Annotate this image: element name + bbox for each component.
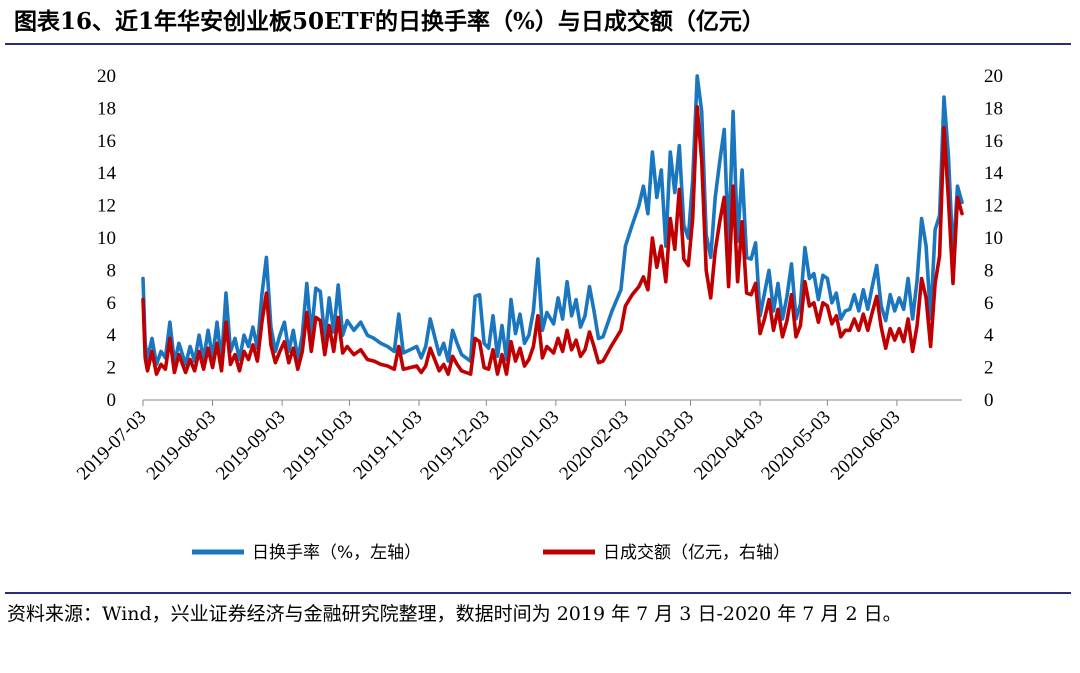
y-right-tick-label: 8 bbox=[984, 260, 994, 281]
y-left-tick-label: 8 bbox=[107, 260, 117, 281]
y-left-tick-label: 16 bbox=[97, 131, 116, 152]
x-tick-label: 2019-08-03 bbox=[143, 407, 221, 485]
y-left-tick-label: 10 bbox=[97, 228, 116, 249]
y-right-tick-label: 0 bbox=[984, 390, 994, 411]
y-right-tick-label: 18 bbox=[984, 98, 1003, 119]
x-tick-label: 2019-12-03 bbox=[416, 407, 494, 485]
x-tick-label: 2019-09-03 bbox=[212, 407, 290, 485]
chart-legend: 日换手率（%，左轴） 日成交额（亿元，右轴） bbox=[192, 543, 790, 563]
x-tick-label: 2020-06-03 bbox=[827, 407, 905, 485]
dual-axis-line-chart: 0 2 4 6 8 10 12 14 16 18 20 0 2 4 6 8 10 12 14 16 18 20 2019-0… bbox=[73, 66, 1004, 563]
series-line-amount bbox=[141, 104, 964, 376]
source-note: 资料来源：Wind，兴业证券经济与金融研究院整理，数据时间为 2019 年 7 … bbox=[7, 603, 902, 625]
y-right-tick-label: 10 bbox=[984, 228, 1003, 249]
x-tick-label: 2020-05-03 bbox=[757, 407, 835, 485]
y-right-tick-label: 16 bbox=[984, 131, 1003, 152]
y-right-tick-label: 6 bbox=[984, 293, 994, 314]
y-right-tick-label: 4 bbox=[984, 325, 994, 346]
footer-rule bbox=[5, 592, 1071, 594]
y-left-tick-label: 18 bbox=[97, 98, 116, 119]
y-left-tick-label: 12 bbox=[97, 196, 116, 217]
title-rule bbox=[5, 43, 1071, 45]
chart-series bbox=[141, 74, 964, 376]
x-tick-label: 2020-02-03 bbox=[555, 407, 633, 485]
x-tick-label: 2020-04-03 bbox=[690, 407, 768, 485]
figure-title: 图表16、近1年华安创业板50ETF的日换手率（%）与日成交额（亿元） bbox=[14, 8, 765, 35]
legend-item-turnover-label: 日换手率（%，左轴） bbox=[252, 543, 421, 563]
x-tick-label: 2020-01-03 bbox=[486, 407, 564, 485]
y-left-tick-label: 6 bbox=[107, 293, 117, 314]
y-left-tick-label: 20 bbox=[97, 66, 116, 87]
x-tick-label: 2019-07-03 bbox=[73, 407, 151, 485]
y-right-tick-label: 14 bbox=[984, 163, 1004, 184]
y-left-tick-label: 4 bbox=[107, 325, 117, 346]
legend-item-amount-label: 日成交额（亿元，右轴） bbox=[603, 543, 790, 563]
y-right-tick-label: 20 bbox=[984, 66, 1003, 87]
x-tick-label: 2019-11-03 bbox=[349, 407, 426, 484]
y-right-tick-label: 12 bbox=[984, 196, 1003, 217]
x-tick-label: 2020-03-03 bbox=[620, 407, 698, 485]
y-left-tick-label: 0 bbox=[107, 390, 117, 411]
y-right-tick-label: 2 bbox=[984, 358, 994, 379]
y-left-tick-label: 14 bbox=[97, 163, 117, 184]
y-left-tick-label: 2 bbox=[107, 358, 117, 379]
series-line-turnover bbox=[141, 74, 964, 367]
x-tick-label: 2019-10-03 bbox=[279, 407, 357, 485]
